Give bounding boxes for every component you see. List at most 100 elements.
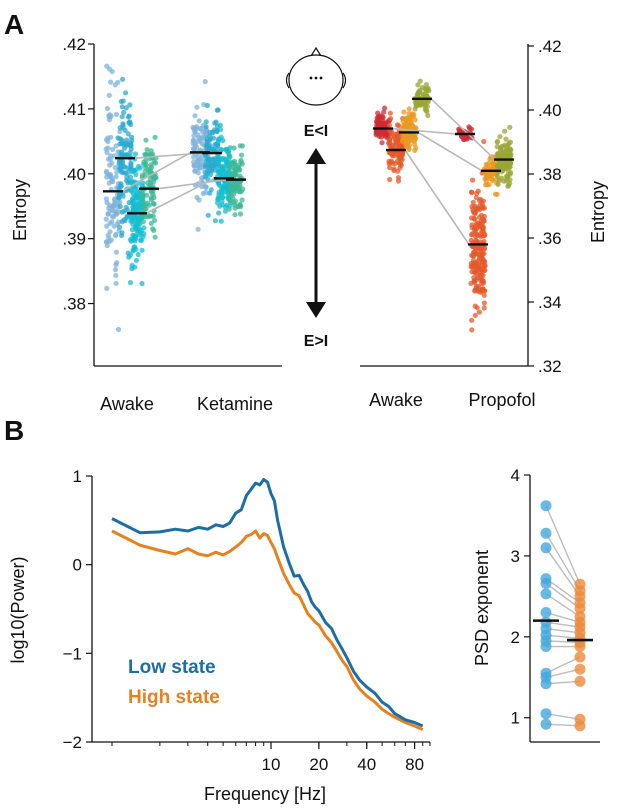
- data-point: [144, 147, 150, 153]
- data-point: [469, 224, 475, 231]
- pair-connector-line: [545, 712, 581, 721]
- data-point: [226, 206, 232, 212]
- data-point: [230, 199, 237, 205]
- data-point: [133, 257, 139, 263]
- data-point: [495, 181, 501, 187]
- data-point: [148, 196, 154, 203]
- data-point: [207, 190, 213, 196]
- psd-series-line: [111, 529, 424, 731]
- data-point: [130, 215, 136, 221]
- data-point: [150, 226, 156, 232]
- data-point: [473, 283, 479, 289]
- data-point: [202, 184, 208, 190]
- data-point: [113, 280, 119, 286]
- propofol-y-label: Entropy: [588, 181, 608, 243]
- data-point: [476, 256, 482, 262]
- data-point: [475, 188, 481, 194]
- data-point: [469, 327, 475, 333]
- data-point: [227, 182, 233, 188]
- data-point: [396, 153, 402, 159]
- data-point: [479, 200, 485, 206]
- data-point: [113, 209, 119, 215]
- data-point: [104, 170, 110, 176]
- data-point: [133, 236, 139, 242]
- data-point: [220, 194, 226, 200]
- data-point: [469, 189, 475, 196]
- data-point: [405, 115, 411, 121]
- y-tick-label: .32: [538, 357, 562, 376]
- data-point: [216, 136, 222, 142]
- data-point: [218, 218, 224, 224]
- data-point: [468, 126, 475, 132]
- y-tick-label: .34: [538, 293, 562, 312]
- data-point: [474, 222, 480, 229]
- propofol-entropy-plot: Entropy Awake Propofol .42 .40 .38 .36 .34 .3…: [360, 37, 608, 410]
- data-point: [120, 76, 126, 82]
- x-tick-label: 80: [405, 755, 424, 774]
- data-point: [473, 260, 479, 266]
- pair-connector-line: [545, 668, 581, 678]
- data-point: [152, 234, 158, 240]
- data-point: [500, 143, 506, 149]
- data-point: [223, 146, 229, 152]
- data-point: [107, 156, 114, 162]
- data-point: [472, 216, 478, 222]
- data-point: [133, 193, 140, 199]
- data-point: [471, 275, 477, 281]
- y-tick-label: 3: [511, 547, 520, 566]
- data-point: [202, 128, 209, 134]
- data-point: [128, 121, 134, 128]
- data-point: [210, 163, 216, 169]
- data-point: [415, 82, 421, 88]
- data-point: [494, 173, 500, 179]
- data-point: [232, 212, 238, 218]
- mean-connector-line: [404, 149, 470, 245]
- psd-exponent-plot: PSD exponent 4 3 2 1: [472, 466, 600, 743]
- data-point: [132, 264, 138, 270]
- data-point: [382, 105, 388, 111]
- data-point: [494, 139, 500, 145]
- data-point: [108, 79, 114, 85]
- data-point: [479, 250, 485, 256]
- data-point: [107, 162, 113, 168]
- pair-connector-line: [545, 505, 581, 585]
- data-point: [406, 106, 412, 112]
- head-ear-left-icon: [285, 72, 290, 89]
- data-point: [203, 124, 209, 130]
- data-point: [220, 155, 226, 162]
- data-point: [378, 134, 385, 140]
- y-tick-label: .38: [538, 165, 562, 184]
- data-point: [192, 113, 198, 119]
- data-point: [230, 195, 236, 201]
- data-point: [481, 238, 487, 245]
- data-point: [239, 143, 245, 149]
- data-point: [574, 651, 586, 663]
- data-point: [540, 718, 552, 730]
- data-point: [506, 160, 512, 166]
- data-point: [218, 146, 224, 152]
- data-point: [141, 202, 147, 208]
- data-point: [123, 90, 129, 96]
- legend-high-state: High state: [128, 687, 220, 708]
- data-point: [203, 189, 209, 195]
- data-point: [503, 136, 509, 142]
- data-point: [190, 124, 196, 130]
- data-point: [141, 161, 147, 167]
- data-point: [139, 247, 145, 253]
- pair-connector-line: [545, 640, 581, 644]
- data-point: [217, 126, 224, 133]
- data-point: [404, 143, 410, 149]
- data-point: [540, 588, 552, 600]
- data-point: [414, 103, 420, 109]
- data-point: [120, 125, 126, 131]
- y-tick-label: .36: [538, 229, 562, 248]
- mean-connector-line: [430, 98, 496, 161]
- data-point: [197, 138, 203, 144]
- y-tick-label: 2: [511, 628, 520, 647]
- data-point: [540, 678, 552, 690]
- y-tick-label: .38: [62, 295, 86, 314]
- x-tick-label: 20: [309, 755, 328, 774]
- exponent-y-label: PSD exponent: [472, 550, 492, 666]
- data-point: [401, 122, 407, 128]
- electrode-dot-icon: [314, 76, 318, 80]
